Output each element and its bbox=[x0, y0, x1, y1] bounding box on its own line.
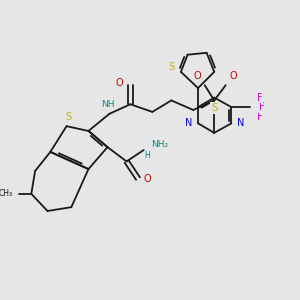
Text: N: N bbox=[185, 118, 192, 128]
Text: S: S bbox=[168, 62, 174, 72]
Text: S: S bbox=[65, 112, 71, 122]
Text: NH₂: NH₂ bbox=[152, 140, 169, 149]
Text: H: H bbox=[145, 151, 150, 160]
Text: O: O bbox=[230, 71, 237, 81]
Text: CH₃: CH₃ bbox=[0, 189, 13, 198]
Text: F: F bbox=[259, 102, 265, 112]
Text: O: O bbox=[115, 78, 123, 88]
Text: O: O bbox=[144, 174, 152, 184]
Text: S: S bbox=[211, 103, 217, 113]
Text: N: N bbox=[237, 118, 244, 128]
Text: O: O bbox=[193, 71, 201, 81]
Text: F: F bbox=[257, 112, 263, 122]
Text: NH: NH bbox=[101, 100, 114, 109]
Text: F: F bbox=[257, 93, 263, 103]
